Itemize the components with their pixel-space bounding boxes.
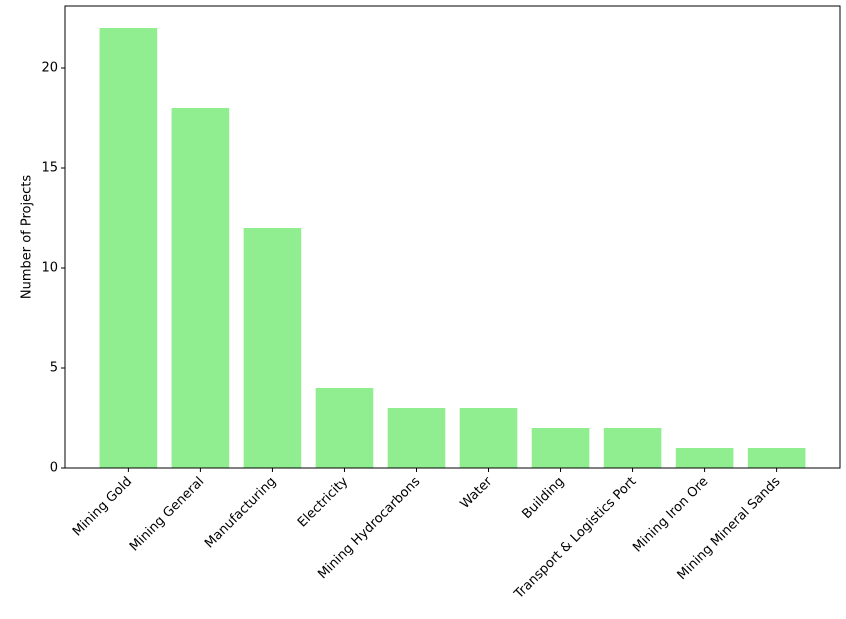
x-tick-label: Transport & Logistics Port xyxy=(511,474,639,602)
y-tick-label: 20 xyxy=(41,61,58,76)
bar xyxy=(99,28,158,468)
y-tick-label: 0 xyxy=(50,461,58,476)
x-tick-label: Building xyxy=(519,474,567,522)
y-tick-label: 10 xyxy=(41,261,58,276)
bar xyxy=(531,428,590,468)
bar xyxy=(603,428,662,468)
plot-frame xyxy=(64,5,841,469)
x-tick-label: Electricity xyxy=(295,474,351,530)
x-tick-label: Mining Iron Ore xyxy=(630,474,711,555)
bar xyxy=(459,408,518,468)
bar xyxy=(675,448,734,468)
x-tick-label: Mining General xyxy=(127,474,207,554)
x-tick-label: Manufacturing xyxy=(202,474,279,551)
y-tick-label: 15 xyxy=(41,161,58,176)
bar xyxy=(387,408,446,468)
y-tick-label: 5 xyxy=(50,361,58,376)
x-tick-label: Mining Gold xyxy=(70,474,135,539)
bar xyxy=(171,108,230,468)
x-tick-label: Water xyxy=(458,474,496,512)
bar xyxy=(243,228,302,468)
bar xyxy=(315,388,374,468)
y-axis-label: Number of Projects xyxy=(20,175,35,299)
bar xyxy=(747,448,806,468)
